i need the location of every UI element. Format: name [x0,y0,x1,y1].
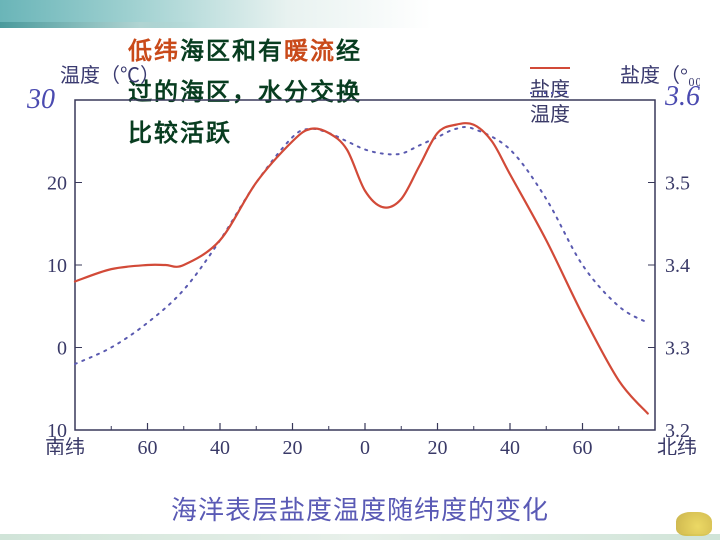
svg-text:0: 0 [57,338,67,360]
svg-text:温度（℃）: 温度（℃） [60,64,160,87]
figure-caption: 海洋表层盐度温度随纬度的变化 [0,490,720,527]
svg-text:40: 40 [500,437,520,455]
svg-text:20: 20 [428,437,448,455]
svg-text:3.3: 3.3 [665,338,690,360]
legend-temperature: 温度 [530,88,570,127]
svg-text:60: 60 [138,437,158,455]
decorative-corner-icon [676,512,712,536]
svg-text:3.5: 3.5 [665,173,690,195]
svg-text:10: 10 [47,255,67,277]
salinity-line [75,127,648,364]
svg-text:盐度（°₀₀）: 盐度（°₀₀） [620,64,700,87]
svg-text:30: 30 [26,84,55,115]
svg-text:20: 20 [283,437,303,455]
svg-text:40: 40 [210,437,230,455]
svg-text:0: 0 [360,437,370,455]
svg-text:60: 60 [573,437,593,455]
svg-text:10: 10 [47,420,67,442]
temperature-line [75,123,648,413]
chart-container: 6040200204060南纬北纬100102030温度（℃）3.23.33.4… [20,55,700,455]
decorative-top-band [0,0,720,28]
svg-text:3.2: 3.2 [665,420,690,442]
decorative-bottom-band [0,534,720,540]
svg-text:3.4: 3.4 [665,255,690,277]
legend-temperature-label: 温度 [530,104,570,126]
svg-text:20: 20 [47,173,67,195]
dual-axis-chart: 6040200204060南纬北纬100102030温度（℃）3.23.33.4… [20,55,700,455]
